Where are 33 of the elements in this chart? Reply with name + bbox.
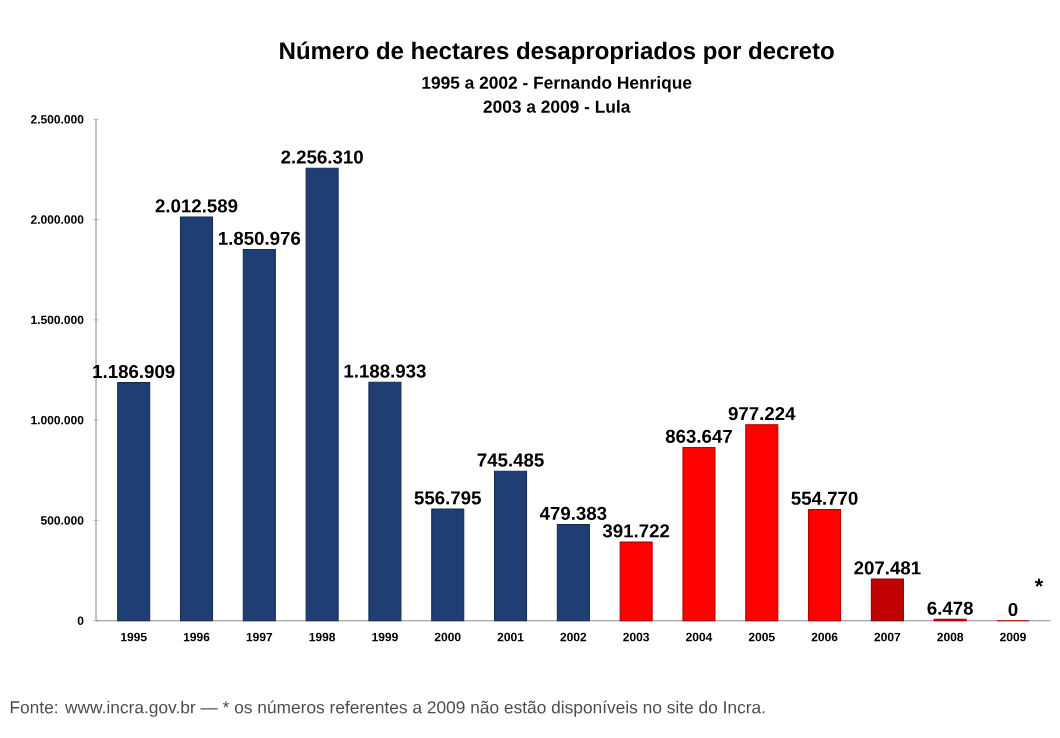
bar bbox=[619, 541, 653, 622]
bar bbox=[682, 446, 716, 622]
data-label: 391.722 bbox=[602, 524, 670, 538]
bar bbox=[305, 167, 339, 622]
data-label: 863.647 bbox=[665, 429, 732, 443]
data-label: 479.383 bbox=[539, 506, 607, 520]
data-label: 6.478 bbox=[927, 601, 973, 615]
bar bbox=[745, 424, 779, 622]
data-label: 207.481 bbox=[854, 561, 921, 575]
data-label: 1.186.909 bbox=[93, 364, 175, 379]
bar bbox=[556, 524, 590, 622]
data-label: 554.770 bbox=[791, 491, 858, 505]
source-note: Fonte: www.incra.gov.br — * os números referentes a 2009 não estão disponíveis no site do Incra. bbox=[10, 700, 765, 717]
chart-subtitle: 1995 a 2002 - Fernando Henrique bbox=[422, 76, 692, 93]
data-label: 1.188.933 bbox=[344, 364, 426, 378]
bar bbox=[368, 381, 402, 622]
bar bbox=[431, 508, 465, 622]
data-label: 1.850.976 bbox=[218, 231, 301, 245]
bar bbox=[242, 248, 276, 622]
data-label: 0 bbox=[1008, 602, 1018, 617]
bar bbox=[117, 382, 151, 622]
data-label: 745.485 bbox=[477, 453, 544, 467]
bar bbox=[494, 470, 528, 622]
bar bbox=[808, 508, 842, 622]
annotation: * bbox=[1034, 578, 1044, 587]
bar bbox=[870, 578, 904, 622]
data-label: 977.224 bbox=[728, 406, 796, 421]
chart-title: Número de hectares desapropriados por decreto bbox=[280, 41, 834, 64]
data-label: 2.256.310 bbox=[281, 150, 363, 164]
data-label: 2.012.589 bbox=[155, 199, 238, 213]
text: 2003 a 2009 - Lula bbox=[483, 100, 631, 113]
bar bbox=[179, 216, 214, 622]
data-label: 556.795 bbox=[414, 491, 481, 505]
